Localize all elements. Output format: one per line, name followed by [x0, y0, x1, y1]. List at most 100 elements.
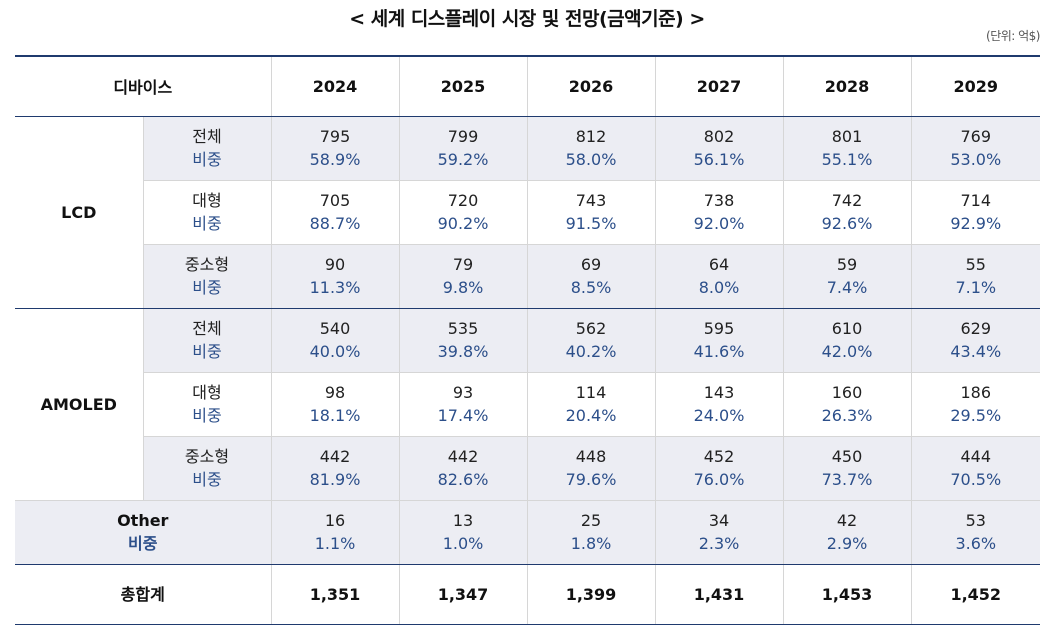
value-share: 58.9%: [309, 150, 361, 169]
value-share: 82.6%: [437, 470, 489, 489]
value-share: 92.0%: [693, 214, 745, 233]
value-number: 705: [319, 191, 351, 210]
row-label-cell: 대형 비중: [142, 180, 272, 245]
value-number: 90: [324, 255, 346, 274]
value-share: 2.3%: [698, 534, 740, 553]
value-cell: 444 70.5%: [910, 436, 1041, 501]
value-number: 610: [831, 319, 863, 338]
value-share: 88.7%: [309, 214, 361, 233]
value-cell: 535 39.8%: [398, 308, 528, 373]
value-cell: 42 2.9%: [782, 500, 912, 565]
value-cell: 79 9.8%: [398, 244, 528, 309]
value-number: 799: [447, 127, 479, 146]
value-share: 73.7%: [821, 470, 873, 489]
value-share: 58.0%: [565, 150, 617, 169]
value-cell: 69 8.5%: [526, 244, 656, 309]
total-label: 총합계: [15, 563, 272, 625]
value-number: 34: [708, 511, 730, 530]
value-share: 41.6%: [693, 342, 745, 361]
value-number: 186: [960, 383, 992, 402]
value-number: 93: [452, 383, 474, 402]
value-number: 802: [703, 127, 735, 146]
value-cell: 90 11.3%: [270, 244, 400, 309]
value-number: 540: [319, 319, 351, 338]
group-label-lcd: LCD: [15, 116, 143, 309]
value-cell: 705 88.7%: [270, 180, 400, 245]
value-number: 25: [580, 511, 602, 530]
value-share: 91.5%: [565, 214, 617, 233]
value-cell: 742 92.6%: [782, 180, 912, 245]
value-number: 13: [452, 511, 474, 530]
value-cell: 769 53.0%: [910, 116, 1041, 181]
group-label-other: Other 비중: [15, 500, 272, 565]
value-share: 3.6%: [955, 534, 997, 553]
total-value: 1,347: [398, 563, 528, 625]
value-number: 720: [447, 191, 479, 210]
value-cell: 64 8.0%: [654, 244, 784, 309]
value-share: 53.0%: [950, 150, 1002, 169]
value-share: 18.1%: [309, 406, 361, 425]
table-row: LCD 전체 비중 795 58.9% 799 59.2% 812 58.0% 802 56.1% 8…: [15, 116, 1041, 309]
row-label-cell: 중소형 비중: [142, 436, 272, 501]
value-cell: 801 55.1%: [782, 116, 912, 181]
value-number: 55: [965, 255, 986, 274]
row-label: 대형: [192, 383, 222, 402]
value-cell: 160 26.3%: [782, 372, 912, 437]
header-year: 2029: [910, 55, 1041, 117]
row-label: 중소형: [184, 447, 230, 466]
table-row: 중소형 비중 442 81.9% 442 82.6% 448 79.6% 452 76.0% 450…: [15, 436, 1041, 501]
value-cell: 442 81.9%: [270, 436, 400, 501]
row-label: 중소형: [184, 255, 230, 274]
value-number: 629: [960, 319, 992, 338]
header-device: 디바이스: [15, 55, 272, 117]
value-cell: 452 76.0%: [654, 436, 784, 501]
header-row: 디바이스 2024 2025 2026 2027 2028 2029: [15, 55, 1041, 117]
page-title: < 세계 디스플레이 시장 및 전망(금액기준) >: [349, 8, 705, 30]
value-share: 26.3%: [821, 406, 873, 425]
value-number: 812: [575, 127, 607, 146]
value-cell: 720 90.2%: [398, 180, 528, 245]
header-year: 2024: [270, 55, 400, 117]
value-cell: 562 40.2%: [526, 308, 656, 373]
display-market-table: 디바이스 2024 2025 2026 2027 2028 2029 LCD 전체…: [15, 55, 1041, 625]
table-row: 대형 비중 98 18.1% 93 17.4% 114 20.4% 143 24.0% 160 26.…: [15, 372, 1041, 437]
value-share: 40.2%: [565, 342, 617, 361]
share-label: 비중: [128, 534, 158, 553]
value-share: 70.5%: [950, 470, 1002, 489]
total-value: 1,452: [910, 563, 1041, 625]
unit-note: (단위: 억$): [986, 29, 1040, 43]
value-share: 39.8%: [437, 342, 489, 361]
value-share: 7.4%: [826, 278, 868, 297]
value-share: 8.0%: [698, 278, 740, 297]
table-row-total: 총합계 1,351 1,347 1,399 1,431 1,453 1,452: [15, 563, 1041, 625]
value-cell: 540 40.0%: [270, 308, 400, 373]
value-share: 1.1%: [314, 534, 356, 553]
value-cell: 448 79.6%: [526, 436, 656, 501]
value-share: 90.2%: [437, 214, 489, 233]
value-number: 442: [319, 447, 351, 466]
value-number: 79: [452, 255, 474, 274]
total-value: 1,453: [782, 563, 912, 625]
value-cell: 98 18.1%: [270, 372, 400, 437]
value-cell: 186 29.5%: [910, 372, 1041, 437]
value-number: 143: [703, 383, 735, 402]
value-cell: 13 1.0%: [398, 500, 528, 565]
row-label: 전체: [192, 127, 222, 146]
value-share: 43.4%: [950, 342, 1002, 361]
value-number: 738: [703, 191, 735, 210]
value-number: 448: [575, 447, 607, 466]
value-number: 801: [831, 127, 863, 146]
value-number: 442: [447, 447, 479, 466]
value-number: 444: [960, 447, 992, 466]
value-share: 1.0%: [442, 534, 484, 553]
value-share: 2.9%: [826, 534, 868, 553]
value-cell: 16 1.1%: [270, 500, 400, 565]
value-number: 795: [319, 127, 351, 146]
value-number: 769: [960, 127, 992, 146]
value-cell: 59 7.4%: [782, 244, 912, 309]
value-share: 79.6%: [565, 470, 617, 489]
value-cell: 714 92.9%: [910, 180, 1041, 245]
table-row: 대형 비중 705 88.7% 720 90.2% 743 91.5% 738 92.0% 742 9…: [15, 180, 1041, 245]
value-number: 69: [580, 255, 602, 274]
table-row: AMOLED 전체 비중 540 40.0% 535 39.8% 562 40.2% 595 41.…: [15, 308, 1041, 501]
